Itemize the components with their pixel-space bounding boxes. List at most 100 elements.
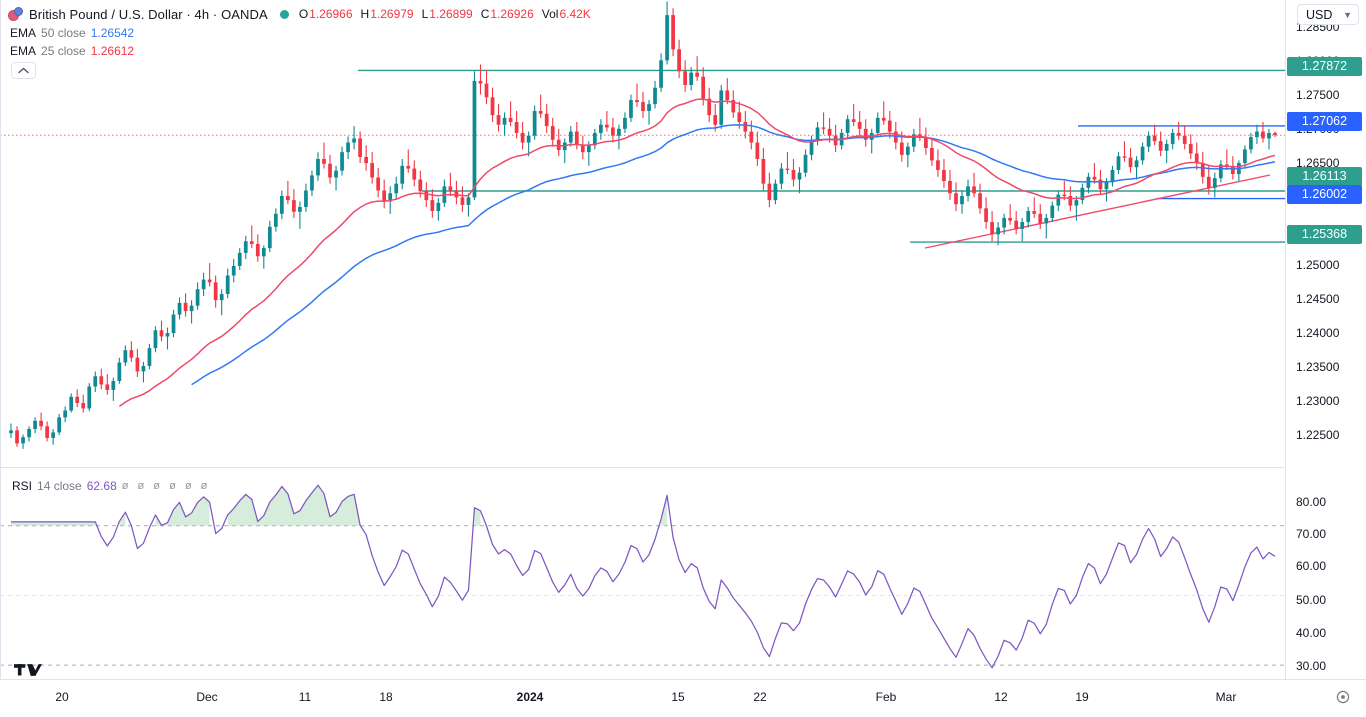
candle-body (249, 241, 254, 244)
candle-body (1110, 169, 1115, 183)
price-level-badge[interactable]: 1.25368 (1287, 225, 1362, 244)
price-axis[interactable]: 1.285001.280001.275001.270001.265001.260… (1285, 0, 1366, 679)
candle-body (755, 142, 760, 159)
candle-body (1152, 135, 1157, 142)
candle-body (400, 165, 405, 184)
price-tick: 1.22500 (1296, 428, 1340, 442)
candle-body (713, 115, 718, 125)
candle-body (237, 252, 242, 266)
candle-body (9, 430, 13, 434)
candle-body (472, 80, 477, 198)
ema-line (191, 124, 1276, 386)
candle-body (189, 305, 194, 312)
candle-body (743, 121, 748, 132)
candle-body (316, 158, 320, 176)
rsi-tick: 80.00 (1296, 495, 1327, 509)
candle-body (1261, 131, 1265, 139)
candle-body (57, 417, 62, 433)
candle-body (1249, 137, 1253, 150)
price-pane[interactable] (0, 0, 1285, 466)
candle-body (725, 90, 730, 101)
candle-body (454, 190, 459, 198)
price-tick: 1.24000 (1296, 326, 1340, 340)
candle-body (1267, 132, 1271, 139)
tradingview-logo[interactable] (14, 661, 42, 684)
candle-body (1273, 132, 1277, 136)
candle-body (526, 135, 531, 143)
candle-body (334, 170, 338, 178)
candle-body (641, 102, 645, 112)
candle-body (15, 430, 19, 444)
candle-body (586, 145, 591, 153)
collapse-legend-button[interactable] (11, 62, 36, 79)
candle-body (424, 191, 429, 201)
candle-body (972, 186, 976, 194)
candle-body (460, 197, 465, 205)
rsi-overbought-fill (155, 496, 210, 526)
candle-body (448, 186, 453, 191)
candle-body (978, 193, 982, 209)
candle-body (1170, 132, 1175, 144)
time-tick: 11 (298, 690, 312, 704)
candle-body (701, 76, 706, 99)
candle-body (821, 127, 826, 129)
candle-body (707, 98, 712, 116)
candle-body (69, 396, 74, 411)
candle-body (1056, 194, 1061, 206)
candle-body (279, 195, 284, 214)
candle-body (1230, 165, 1235, 175)
candle-body (635, 100, 639, 103)
candle-body (984, 208, 988, 223)
indicator-rsi[interactable]: RSI 14 close 62.68 ø ø ø ø ø ø (10, 477, 210, 495)
candle-body (942, 169, 946, 181)
time-axis[interactable]: 20 Dec 11 18 2024 15 22 Feb 12 19 Mar (0, 679, 1366, 717)
time-tick: Feb (875, 690, 897, 704)
price-level-badge[interactable]: 1.26113 (1287, 167, 1362, 186)
candle-body (219, 293, 224, 301)
candle-body (93, 376, 98, 387)
candle-body (1164, 143, 1169, 151)
candle-body (966, 186, 970, 196)
candle-body (1194, 153, 1199, 164)
candle-body (671, 15, 675, 50)
candle-body (605, 124, 609, 128)
time-tick: 22 (753, 690, 767, 704)
candle-body (1068, 195, 1073, 206)
candle-body (1074, 200, 1079, 206)
price-level-badge[interactable]: 1.26002 (1287, 185, 1362, 204)
candle-body (105, 384, 110, 390)
candle-body (346, 142, 350, 153)
candle-body (719, 90, 724, 125)
candle-body (183, 302, 188, 312)
candle-body (382, 190, 387, 202)
price-level-badge[interactable]: 1.27062 (1287, 112, 1362, 131)
trendline[interactable] (924, 174, 1271, 249)
rsi-tick: 70.00 (1296, 527, 1327, 541)
price-tick: 1.25000 (1296, 258, 1340, 272)
candle-body (749, 131, 754, 143)
candle-body (430, 200, 435, 212)
indicator-value: 62.68 (86, 479, 117, 493)
candle-body (611, 127, 615, 136)
candle-body (292, 200, 296, 212)
price-level-badge[interactable]: 1.27872 (1287, 57, 1362, 76)
candle-body (556, 139, 561, 151)
candle-body (27, 428, 31, 438)
candle-body (803, 154, 808, 173)
candle-body (550, 126, 555, 140)
candle-body (520, 132, 525, 143)
price-tick: 1.23000 (1296, 394, 1340, 408)
candle-body (851, 119, 856, 122)
time-tick: 12 (994, 690, 1008, 704)
candle-body (1104, 182, 1109, 190)
rsi-pane[interactable] (0, 470, 1285, 679)
currency-selector[interactable]: USD ▼ (1297, 4, 1359, 25)
candle-body (267, 226, 272, 249)
candle-body (568, 131, 573, 143)
candle-body (1044, 217, 1049, 224)
clock-icon[interactable] (1336, 690, 1350, 704)
candle-body (171, 314, 176, 334)
candle-body (1134, 160, 1139, 168)
chevron-up-icon (18, 67, 29, 74)
candle-body (201, 279, 206, 290)
